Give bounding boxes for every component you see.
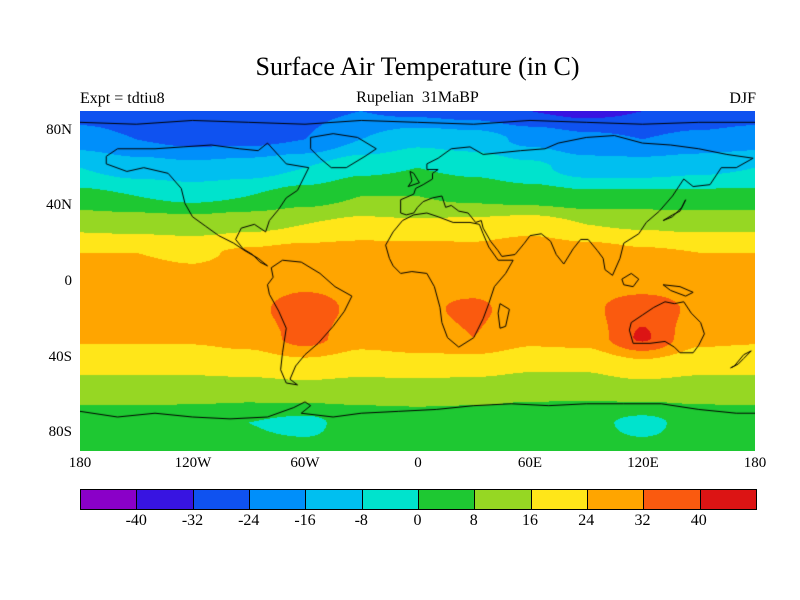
lon-tick-120w: 120W	[174, 455, 212, 471]
colorbar-segment	[699, 490, 756, 509]
colorbar-tick-label: 40	[690, 512, 707, 529]
colorbar-segment	[248, 490, 306, 509]
lat-tick-80s: 80S	[48, 424, 72, 440]
map-canvas	[80, 111, 755, 451]
colorbar-segment	[192, 490, 249, 509]
colorbar-segment	[530, 490, 587, 509]
experiment-label: Expt = tdtiu8	[80, 90, 165, 107]
colorbar-segment	[305, 490, 362, 509]
lat-tick-eq: 0	[64, 273, 73, 289]
colorbar-tick-label: -24	[238, 512, 260, 529]
colorbar-segment	[643, 490, 700, 509]
colorbar-tick-label: -8	[354, 512, 368, 529]
colorbar	[80, 489, 757, 510]
colorbar-segment	[586, 490, 644, 509]
lon-tick-60w: 60W	[290, 455, 320, 471]
colorbar-tick-label: 16	[522, 512, 538, 529]
colorbar-tick-label: -32	[181, 512, 204, 529]
lat-tick-40n: 40N	[46, 197, 72, 213]
colorbar-tick-label: 32	[634, 512, 651, 529]
lon-tick-180e: 180	[743, 455, 767, 471]
lat-tick-40s: 40S	[48, 349, 72, 365]
lat-tick-80n: 80N	[46, 122, 72, 138]
colorbar-tick-label: 0	[413, 512, 422, 529]
colorbar-segment	[81, 490, 137, 509]
colorbar-segment	[417, 490, 475, 509]
colorbar-segment	[361, 490, 418, 509]
chart-title: Surface Air Temperature (in C)	[255, 52, 580, 81]
colorbar-tick-label: 8	[469, 512, 478, 529]
colorbar-tick-label: 24	[578, 512, 595, 529]
colorbar-tick-label: -40	[125, 512, 147, 529]
colorbar-segment	[136, 490, 193, 509]
lon-tick-180w: 180	[68, 455, 92, 471]
season-label: DJF	[729, 90, 756, 107]
lon-tick-60e: 60E	[517, 455, 543, 471]
colorbar-segment	[474, 490, 531, 509]
lon-tick-0: 0	[414, 455, 422, 471]
colorbar-tick-label: -16	[294, 512, 316, 529]
lon-tick-120e: 120E	[627, 455, 659, 471]
chart-subtitle: Rupelian 31MaBP	[356, 89, 479, 106]
